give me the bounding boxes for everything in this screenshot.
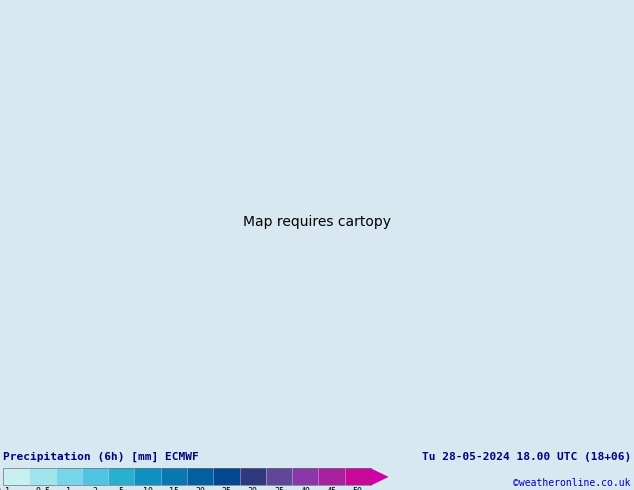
Text: 2: 2 xyxy=(93,487,98,490)
Text: 10: 10 xyxy=(143,487,153,490)
Text: 45: 45 xyxy=(327,487,337,490)
Bar xyxy=(292,468,318,486)
Bar xyxy=(240,468,266,486)
Text: 5: 5 xyxy=(119,487,124,490)
Text: 25: 25 xyxy=(221,487,231,490)
Text: Precipitation (6h) [mm] ECMWF: Precipitation (6h) [mm] ECMWF xyxy=(3,452,199,462)
Bar xyxy=(187,468,213,486)
Bar xyxy=(134,468,161,486)
Bar xyxy=(161,468,187,486)
Bar xyxy=(213,468,240,486)
Text: 20: 20 xyxy=(195,487,205,490)
Text: 0.5: 0.5 xyxy=(35,487,50,490)
Text: 40: 40 xyxy=(301,487,310,490)
Text: ©weatheronline.co.uk: ©weatheronline.co.uk xyxy=(514,478,631,488)
Text: Map requires cartopy: Map requires cartopy xyxy=(243,216,391,229)
Text: 30: 30 xyxy=(248,487,257,490)
Text: 1: 1 xyxy=(67,487,72,490)
Bar xyxy=(3,468,29,486)
Bar xyxy=(108,468,134,486)
Bar xyxy=(29,468,56,486)
Bar xyxy=(82,468,108,486)
Polygon shape xyxy=(371,468,389,486)
Text: 35: 35 xyxy=(274,487,284,490)
Bar xyxy=(56,468,82,486)
Bar xyxy=(3,468,371,486)
Text: Tu 28-05-2024 18.00 UTC (18+06): Tu 28-05-2024 18.00 UTC (18+06) xyxy=(422,452,631,462)
Text: 50: 50 xyxy=(353,487,363,490)
Bar xyxy=(345,468,371,486)
Text: 15: 15 xyxy=(169,487,179,490)
Bar xyxy=(318,468,345,486)
Text: 0.1: 0.1 xyxy=(0,487,11,490)
Bar xyxy=(266,468,292,486)
